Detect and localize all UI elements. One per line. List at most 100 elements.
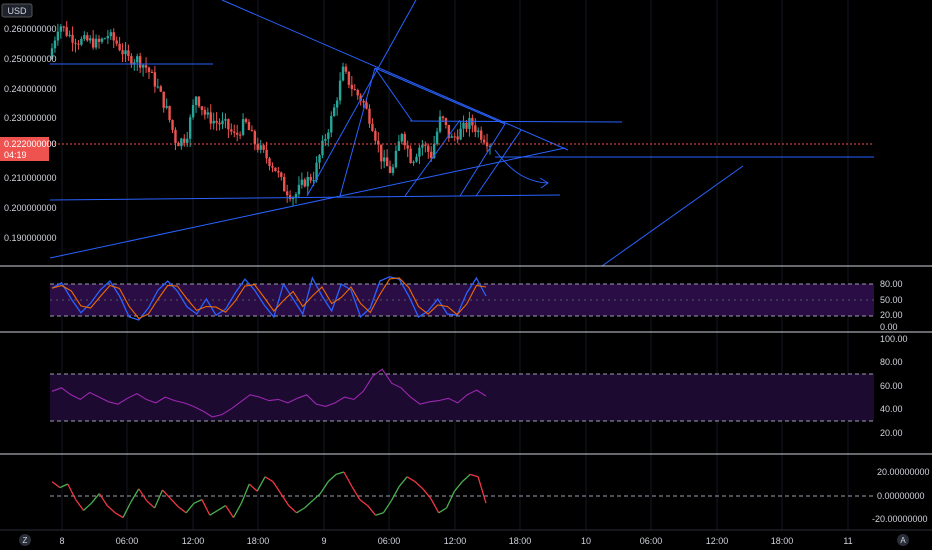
support-line[interactable] — [49, 194, 561, 201]
price-axis[interactable]: USD 0.260000000 0.250000000 0.240000000 … — [0, 3, 57, 243]
rsi-pane[interactable]: 100.00 80.00 60.00 40.00 20.00 — [50, 334, 908, 438]
oscillator-segment — [201, 499, 211, 516]
candle-body — [177, 142, 180, 147]
oscillator-segment — [177, 506, 187, 514]
candle-body — [453, 136, 456, 138]
drawing-lines[interactable] — [49, 0, 874, 267]
wedge-edge-right[interactable] — [374, 67, 413, 122]
currency-badge[interactable] — [1, 3, 33, 18]
candle-body — [268, 158, 271, 166]
candle-body — [159, 86, 162, 92]
oscillator-segment — [430, 498, 440, 514]
time-tick: 8 — [59, 536, 64, 546]
candle-body — [412, 161, 415, 163]
oscillator-segment — [75, 499, 85, 511]
descending-trendline[interactable] — [221, 0, 569, 151]
candle-body — [291, 197, 295, 200]
rsi-tick: 80.00 — [880, 357, 903, 367]
candle-body — [474, 125, 477, 132]
candle-body — [362, 100, 365, 103]
oscillator-segment — [272, 481, 282, 494]
time-tick: 18:00 — [509, 536, 532, 546]
candle-body — [233, 131, 236, 133]
candlestick-series — [50, 21, 492, 206]
time-axis[interactable]: 8 06:00 12:00 18:00 9 06:00 12:00 18:00 10 06:00 1… — [59, 536, 852, 546]
candle-body — [421, 144, 424, 148]
projection-arrow[interactable] — [494, 149, 549, 189]
candle-body — [56, 31, 60, 41]
candle-body — [109, 32, 112, 37]
candle-body — [71, 34, 74, 43]
rising-trendline[interactable] — [49, 147, 566, 259]
rsi-tick: 100.00 — [880, 334, 908, 344]
rsi-band — [50, 374, 874, 421]
channel-line-3[interactable] — [475, 129, 522, 197]
price-tick: 0.190000000 — [4, 233, 57, 243]
candle-body — [103, 38, 107, 40]
rsi-tick: 20.00 — [880, 428, 903, 438]
timezone-button[interactable] — [19, 534, 31, 546]
candle-body — [162, 91, 165, 108]
candle-body — [86, 35, 89, 41]
candle-body — [400, 134, 404, 142]
candle-body — [130, 56, 133, 65]
candle-body — [224, 119, 227, 121]
candle-body — [438, 116, 442, 132]
candle-body — [171, 119, 174, 130]
candle-body — [186, 138, 189, 143]
candle-body — [94, 38, 98, 48]
candle-body — [394, 150, 398, 168]
oscillator-segment — [146, 500, 156, 509]
candle-body — [244, 119, 248, 122]
candle-body — [277, 171, 280, 173]
rsi-tick: 40.00 — [880, 404, 903, 414]
candle-body — [382, 157, 386, 162]
oscillator-segment — [153, 489, 164, 509]
oscillator-segment — [161, 489, 171, 499]
long-diagonal-right[interactable] — [601, 165, 744, 267]
price-tick: 0.250000000 — [4, 54, 57, 64]
candle-body — [62, 26, 65, 28]
wedge-edge-left[interactable] — [339, 67, 376, 197]
candle-body — [385, 157, 389, 167]
channel-line-1[interactable] — [404, 119, 461, 197]
candle-body — [415, 156, 418, 162]
candle-body — [397, 141, 401, 151]
candle-body — [324, 138, 327, 141]
candle-body — [462, 122, 465, 129]
horizontal-line-mid[interactable] — [409, 120, 623, 123]
candle-body — [347, 71, 351, 85]
candle-body — [77, 43, 80, 45]
candle-body — [330, 116, 333, 133]
stochastic-d-line — [51, 277, 487, 320]
stochastic-pane[interactable]: 80.00 50.00 20.00 0.00 — [50, 276, 903, 332]
candle-body — [168, 106, 171, 120]
candle-body — [380, 144, 383, 162]
candle-body — [50, 48, 54, 59]
currency-label: USD — [7, 6, 27, 16]
candle-body — [194, 96, 198, 105]
oscillator-pane[interactable]: 20.00000000 0.00000000 -20.00000000 — [50, 467, 930, 524]
oscillator-segment — [169, 497, 179, 508]
candle-body — [230, 129, 233, 132]
candle-body — [218, 122, 221, 125]
candle-body — [215, 120, 218, 123]
auto-scale-button[interactable] — [897, 534, 909, 546]
oscillator-segment — [319, 481, 329, 494]
channel-line-2[interactable] — [459, 123, 506, 197]
oscillator-segment — [461, 473, 471, 483]
candle-body — [459, 128, 462, 140]
oscillator-segment — [185, 502, 195, 514]
stochastic-band — [50, 284, 874, 316]
candle-body — [333, 107, 336, 117]
oscillator-segment — [398, 476, 408, 487]
candle-body — [174, 129, 177, 143]
fib-line-1[interactable] — [306, 0, 417, 197]
candle-body — [121, 50, 124, 55]
candle-body — [288, 195, 292, 200]
oscillator-segment — [470, 473, 479, 478]
candle-body — [350, 84, 354, 90]
oscillator-segment — [232, 502, 242, 518]
fib-line-2[interactable] — [374, 67, 506, 125]
